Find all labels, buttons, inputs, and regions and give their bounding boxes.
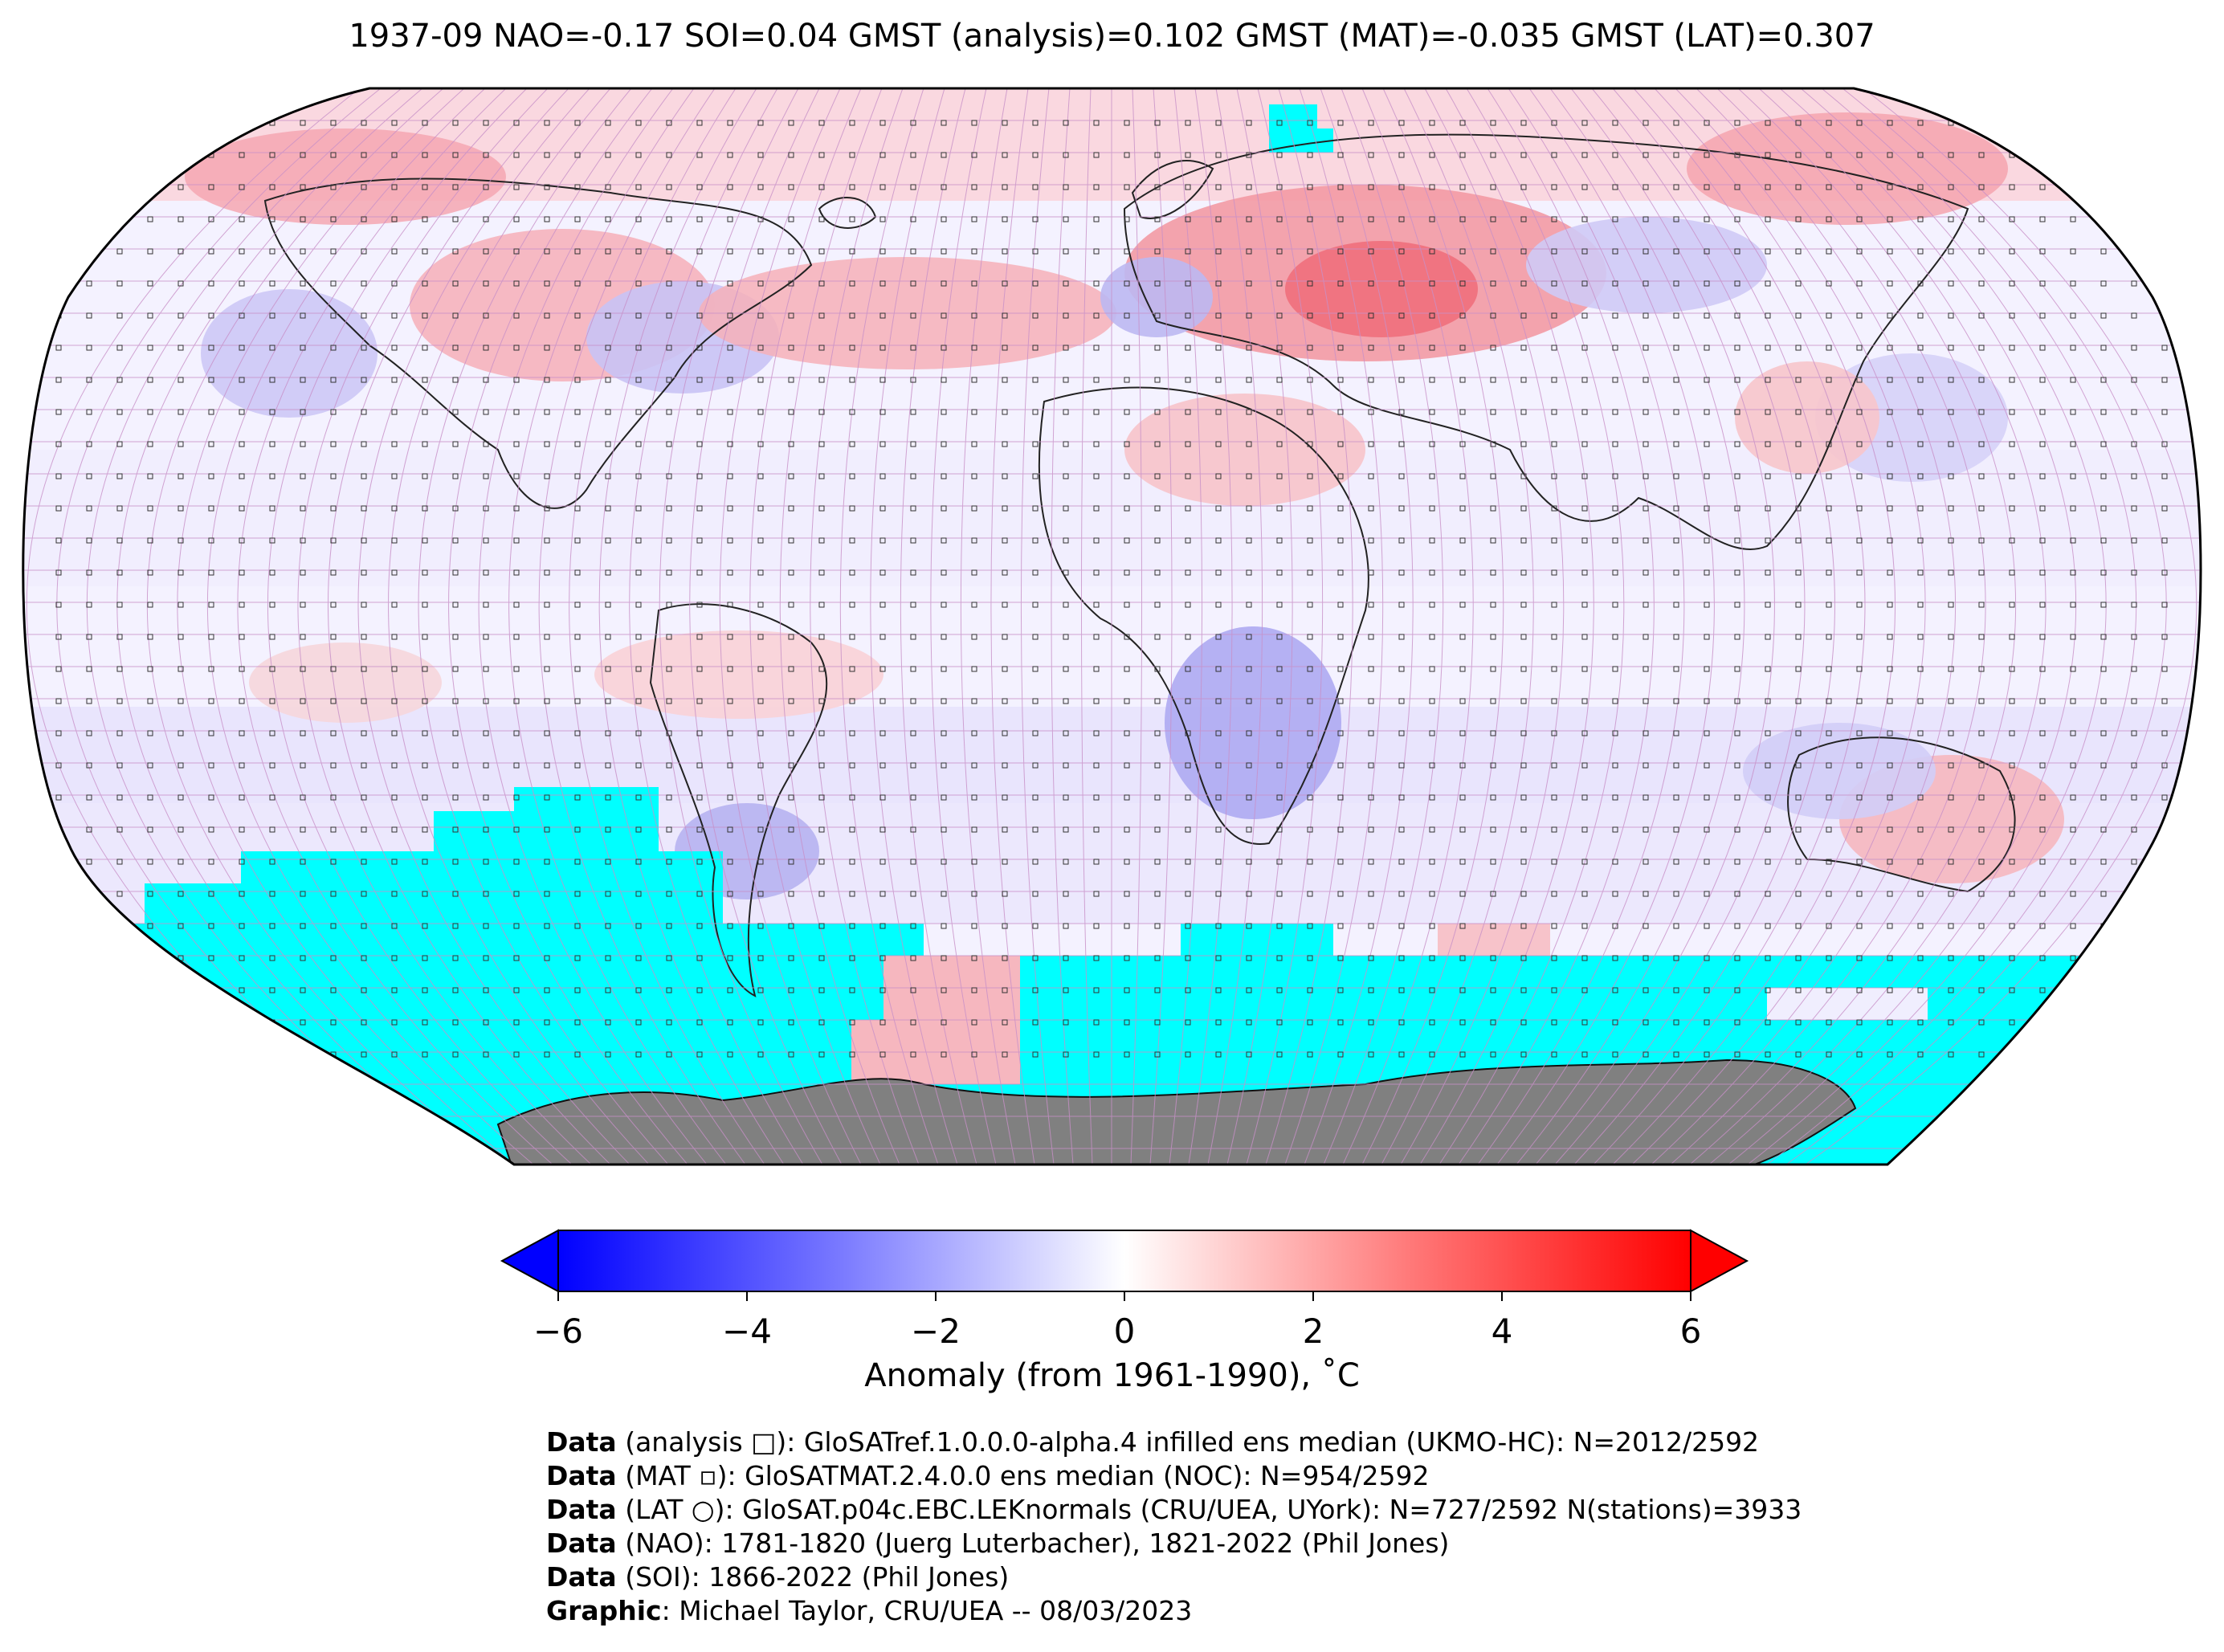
colorbar-tick-label: 6 (1680, 1311, 1702, 1351)
colorbar-tick-label: −2 (911, 1311, 961, 1351)
colorbar-label: Anomaly (from 1961-1990), ˚C (864, 1357, 1360, 1394)
data-credits: Data (analysis □): GloSATref.1.0.0.0-alp… (546, 1426, 1802, 1628)
credit-line: Data (analysis □): GloSATref.1.0.0.0-alp… (546, 1426, 1760, 1458)
credit-line: Data (MAT ▫): GloSATMAT.2.4.0.0 ens medi… (546, 1460, 1430, 1491)
map-outline (22, 87, 2202, 1166)
colorbar-tick-label: −4 (722, 1311, 772, 1351)
colorbar-tick-label: −6 (533, 1311, 583, 1351)
credit-line: Data (NAO): 1781-1820 (Juerg Luterbacher… (546, 1528, 1450, 1559)
credit-line: Data (LAT ○): GloSAT.p04c.EBC.LEKnormals… (546, 1494, 1802, 1525)
colorbar-tick-label: 0 (1114, 1311, 1136, 1351)
colorbar-extend-high (1690, 1229, 1749, 1293)
colorbar-extend-low (500, 1229, 559, 1293)
colorbar-ramp (557, 1230, 1691, 1292)
map-title: 1937-09 NAO=-0.17 SOI=0.04 GMST (analysi… (349, 18, 1875, 55)
credit-line: Graphic: Michael Taylor, CRU/UEA -- 08/0… (546, 1595, 1193, 1626)
credit-line: Data (SOI): 1866-2022 (Phil Jones) (546, 1561, 1010, 1593)
colorbar-tick-label: 4 (1492, 1311, 1513, 1351)
colorbar-tick-label: 2 (1303, 1311, 1324, 1351)
